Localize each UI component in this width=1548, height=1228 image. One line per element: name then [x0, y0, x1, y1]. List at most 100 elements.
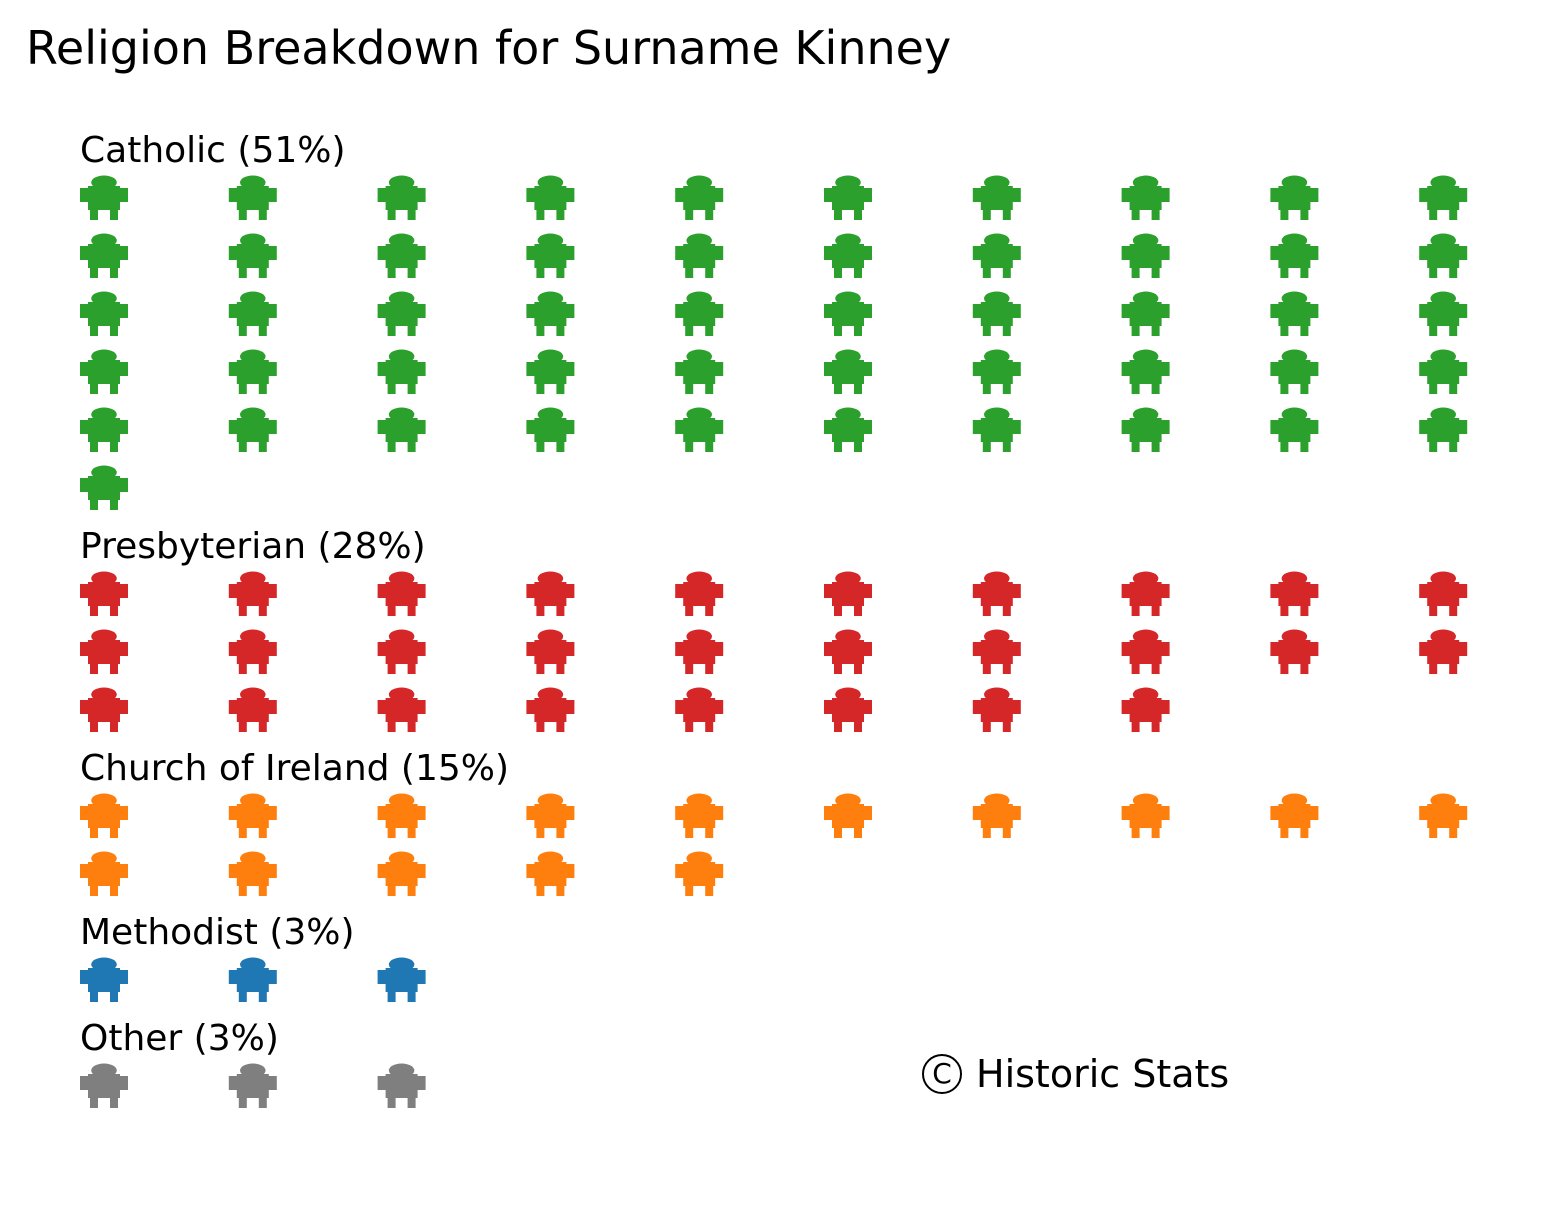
person-icon — [1121, 687, 1170, 732]
person-icon — [1270, 407, 1319, 452]
person-icon — [1419, 175, 1468, 220]
person-icon — [526, 571, 575, 616]
person-icon — [1270, 793, 1319, 838]
person-icon — [824, 407, 872, 452]
person-icon — [1419, 349, 1468, 394]
person-icon — [526, 233, 575, 278]
person-icon — [377, 793, 426, 838]
group-label: Catholic (51%) — [80, 130, 346, 171]
person-icon — [80, 629, 128, 674]
person-icon — [675, 851, 724, 896]
person-icon — [228, 793, 277, 838]
person-icon — [675, 291, 724, 336]
person-icon — [1121, 407, 1170, 452]
person-icon — [377, 175, 426, 220]
person-icon — [824, 349, 872, 394]
person-icon — [824, 291, 872, 336]
person-icon — [824, 793, 872, 838]
person-icon — [972, 629, 1021, 674]
person-icon — [80, 571, 128, 616]
person-icon — [1121, 291, 1170, 336]
person-icon — [377, 687, 426, 732]
person-icon — [80, 465, 128, 510]
person-icon — [972, 687, 1021, 732]
person-icon — [972, 407, 1021, 452]
person-icon — [228, 687, 277, 732]
person-icon — [1121, 793, 1170, 838]
person-icon — [228, 233, 277, 278]
person-icon — [1419, 571, 1468, 616]
person-icon — [1419, 407, 1468, 452]
person-icon — [526, 629, 575, 674]
credit: C Historic Stats — [922, 1050, 1229, 1098]
person-icon — [80, 291, 128, 336]
person-icon — [972, 175, 1021, 220]
person-icon — [675, 687, 724, 732]
person-icon — [824, 175, 872, 220]
person-icon — [526, 175, 575, 220]
person-icon — [675, 233, 724, 278]
person-icon — [228, 407, 277, 452]
person-icon — [675, 793, 724, 838]
person-icon — [377, 291, 426, 336]
person-icon — [972, 233, 1021, 278]
person-icon — [1270, 233, 1319, 278]
person-icon — [1270, 291, 1319, 336]
person-icon — [377, 957, 426, 1002]
person-icon — [80, 957, 128, 1002]
person-icon — [80, 407, 128, 452]
person-icon — [526, 291, 575, 336]
group-label: Presbyterian (28%) — [80, 526, 426, 567]
person-icon — [228, 175, 277, 220]
person-icon — [972, 291, 1021, 336]
person-icon — [526, 851, 575, 896]
person-icon — [1121, 629, 1170, 674]
group-label: Methodist (3%) — [80, 912, 355, 953]
person-icon — [228, 349, 277, 394]
person-icon — [1121, 349, 1170, 394]
person-icon — [675, 175, 724, 220]
chart-title: Religion Breakdown for Surname Kinney — [26, 21, 952, 75]
person-icon — [80, 793, 128, 838]
person-icon — [228, 851, 277, 896]
person-icon — [526, 687, 575, 732]
person-icon — [675, 571, 724, 616]
person-icon — [377, 629, 426, 674]
person-icon — [1419, 233, 1468, 278]
person-icon — [80, 687, 128, 732]
person-icon — [80, 851, 128, 896]
group-label: Church of Ireland (15%) — [80, 748, 509, 789]
person-icon — [1419, 793, 1468, 838]
person-icon — [824, 629, 872, 674]
person-icon — [377, 851, 426, 896]
person-icon — [377, 349, 426, 394]
person-icon — [675, 629, 724, 674]
person-icon — [1121, 175, 1170, 220]
person-icon — [1270, 629, 1319, 674]
person-icon — [824, 571, 872, 616]
person-icon — [526, 349, 575, 394]
person-icon — [377, 571, 426, 616]
person-icon — [1419, 291, 1468, 336]
group-label: Other (3%) — [80, 1018, 279, 1059]
person-icon — [1121, 233, 1170, 278]
copyright-icon: C — [922, 1054, 962, 1094]
person-icon — [1270, 349, 1319, 394]
person-icon — [824, 687, 872, 732]
person-icon — [1270, 571, 1319, 616]
person-icon — [526, 407, 575, 452]
person-icon — [228, 1063, 277, 1108]
person-icon — [80, 1063, 128, 1108]
person-icon — [972, 793, 1021, 838]
person-icon — [228, 571, 277, 616]
person-icon — [1270, 175, 1319, 220]
person-icon — [377, 233, 426, 278]
person-icon — [526, 793, 575, 838]
person-icon — [80, 349, 128, 394]
person-icon — [1419, 629, 1468, 674]
person-icon — [228, 629, 277, 674]
person-icon — [80, 175, 128, 220]
person-icon — [972, 571, 1021, 616]
person-icon — [228, 291, 277, 336]
